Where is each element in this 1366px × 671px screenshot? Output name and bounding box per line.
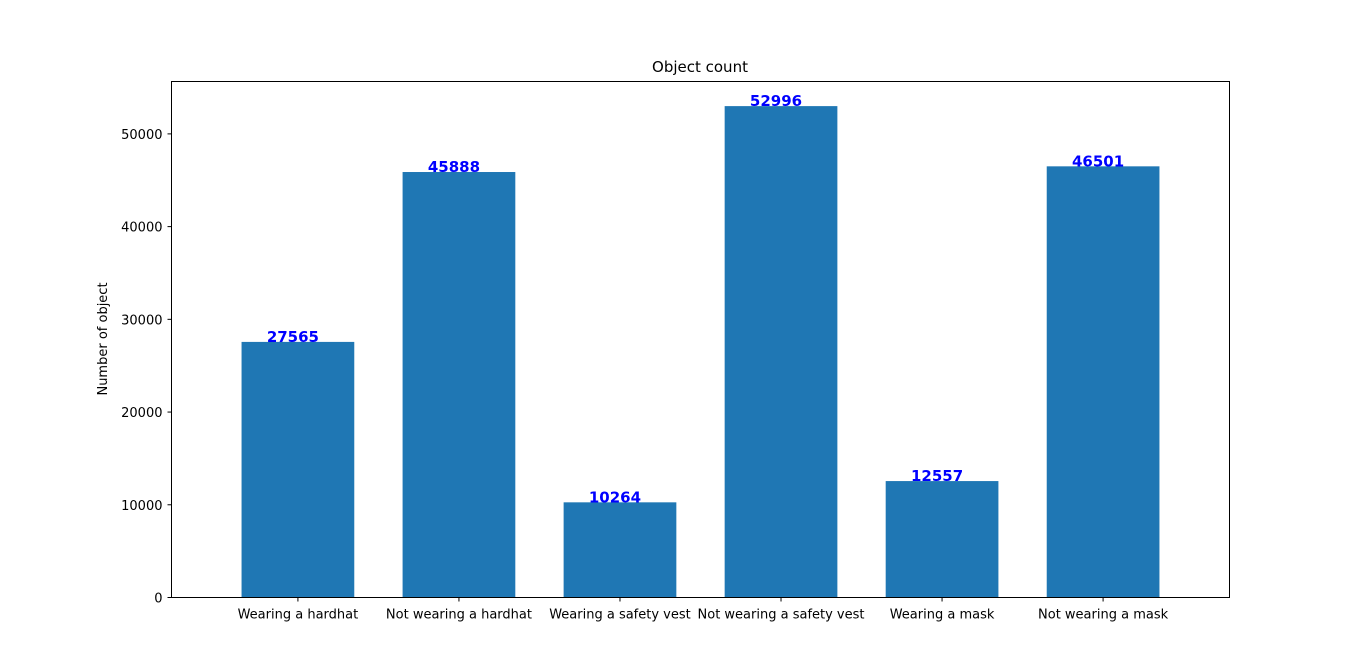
chart-title: Object count [652, 58, 748, 76]
x-tick-label: Wearing a mask [890, 608, 995, 623]
y-axis-label: Number of object [96, 282, 111, 395]
x-tick-label: Not wearing a hardhat [386, 608, 532, 623]
bar-value-label: 10264 [589, 488, 641, 506]
bar-value-label: 27565 [267, 328, 319, 346]
bars-group [241, 106, 1160, 598]
x-tick-label: Wearing a hardhat [238, 608, 359, 623]
bar [885, 481, 999, 598]
y-tick-label: 10000 [121, 499, 162, 514]
bar [402, 172, 516, 598]
bar [1046, 166, 1160, 598]
bar-value-label: 45888 [428, 158, 480, 176]
bar-value-label: 12557 [911, 467, 963, 485]
x-tick-label: Not wearing a safety vest [698, 608, 865, 623]
bar [724, 106, 838, 598]
y-axis: 0 10000 20000 30000 40000 50000 [121, 128, 172, 607]
y-tick-label: 20000 [121, 406, 162, 421]
bar [241, 341, 355, 598]
bar-value-label: 52996 [750, 92, 802, 110]
y-tick-label: 30000 [121, 313, 162, 328]
data-labels-group: 27565 45888 10264 52996 12557 46501 [267, 92, 1124, 506]
y-tick-label: 50000 [121, 128, 162, 143]
x-axis: Wearing a hardhat Not wearing a hardhat We… [238, 597, 1169, 623]
y-tick-label: 40000 [121, 221, 162, 236]
x-tick-label: Wearing a safety vest [549, 608, 691, 623]
plot-frame [171, 81, 1230, 598]
bar-value-label: 46501 [1072, 152, 1124, 170]
y-tick-label: 0 [154, 592, 162, 607]
bar [563, 502, 677, 598]
x-tick-label: Not wearing a mask [1038, 608, 1169, 623]
